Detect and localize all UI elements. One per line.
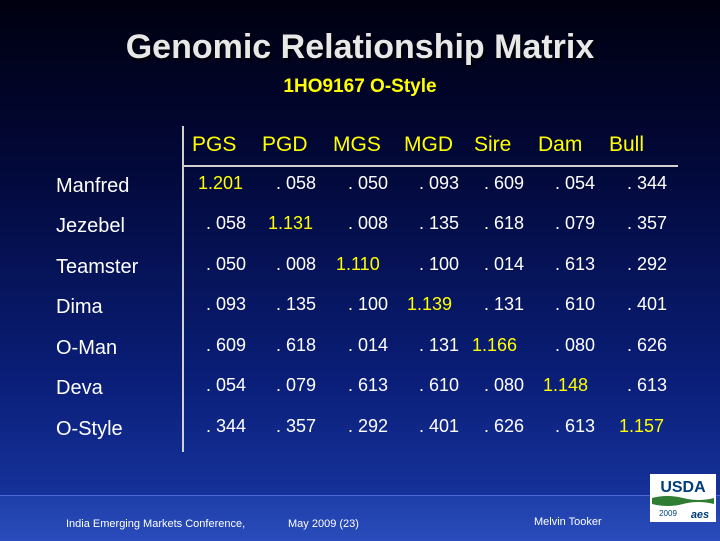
footer-author: Melvin Tooker — [534, 516, 602, 528]
matrix-cell-diagonal: 1.139 — [407, 294, 453, 314]
matrix-cell-diagonal: 1.166 — [472, 335, 518, 355]
matrix-cell: . 058 — [276, 173, 317, 193]
row-label: Manfred — [56, 175, 130, 197]
matrix-cell: . 014 — [348, 335, 389, 355]
logo-year: 2009 — [659, 509, 677, 518]
matrix-cell-diagonal: 1.110 — [336, 254, 380, 274]
matrix-cell: . 100 — [419, 254, 460, 274]
matrix-cell: . 610 — [419, 375, 460, 395]
matrix-cell: . 079 — [276, 375, 317, 395]
col-header-sire: Sire — [474, 133, 512, 156]
matrix-cell: . 618 — [484, 213, 525, 233]
label-divider — [182, 126, 184, 452]
matrix-cell: . 050 — [348, 173, 389, 193]
footer-bar — [0, 495, 720, 541]
matrix-cell: . 014 — [484, 254, 525, 274]
matrix-cell: . 401 — [419, 416, 460, 436]
matrix-cell: . 613 — [555, 254, 596, 274]
matrix-cell: . 131 — [419, 335, 460, 355]
matrix-cell: . 344 — [206, 416, 247, 436]
slide-subtitle: 1HO9167 O-Style — [283, 76, 437, 97]
matrix-cell: . 093 — [419, 173, 460, 193]
matrix-cell: . 357 — [276, 416, 317, 436]
matrix-cell: . 080 — [484, 375, 525, 395]
col-header-pgs: PGS — [192, 133, 237, 156]
matrix-cell: . 610 — [555, 294, 596, 314]
matrix-cell: . 618 — [276, 335, 317, 355]
matrix-cell: . 626 — [627, 335, 668, 355]
row-label: Jezebel — [56, 215, 125, 237]
matrix-cell: . 093 — [206, 294, 247, 314]
matrix-cell-diagonal: 1.201 — [198, 173, 244, 193]
col-header-dam: Dam — [538, 133, 583, 156]
matrix-cell: . 613 — [627, 375, 668, 395]
matrix-cell: . 292 — [348, 416, 389, 436]
row-label: Teamster — [56, 256, 139, 278]
matrix-cell: . 050 — [206, 254, 247, 274]
col-header-bull: Bull — [609, 133, 645, 156]
footer-date: May 2009 (23) — [288, 518, 359, 530]
header-divider — [182, 165, 678, 167]
matrix-cell: . 626 — [484, 416, 525, 436]
matrix-cell: . 135 — [276, 294, 317, 314]
matrix-cell-diagonal: 1.157 — [619, 416, 665, 436]
matrix-cell: . 058 — [206, 213, 247, 233]
matrix-cell: . 609 — [206, 335, 247, 355]
slide-title: Genomic Relationship Matrix — [125, 28, 595, 66]
col-header-pgd: PGD — [262, 133, 308, 156]
matrix-cell: . 008 — [348, 213, 389, 233]
matrix-cell: . 054 — [206, 375, 247, 395]
matrix-cell: . 008 — [276, 254, 317, 274]
matrix-cell: . 079 — [555, 213, 596, 233]
usda-logo: USDA 2009 aes — [650, 474, 716, 522]
matrix-cell: . 080 — [555, 335, 596, 355]
footer-conference: India Emerging Markets Conference, — [66, 518, 246, 530]
matrix-cell: . 401 — [627, 294, 668, 314]
matrix-cell: . 131 — [484, 294, 525, 314]
col-header-mgd: MGD — [404, 133, 453, 156]
row-label: Dima — [56, 296, 103, 318]
matrix-cell: . 292 — [627, 254, 668, 274]
matrix-cell: . 344 — [627, 173, 668, 193]
row-label: O-Man — [56, 337, 118, 359]
matrix-cell: . 357 — [627, 213, 668, 233]
matrix-cell: . 054 — [555, 173, 596, 193]
aes-mark: aes — [691, 509, 709, 521]
matrix-cell-diagonal: 1.131 — [268, 213, 314, 233]
matrix-cell: . 135 — [419, 213, 460, 233]
matrix-cell: . 100 — [348, 294, 389, 314]
matrix-cell: . 613 — [348, 375, 389, 395]
row-label: Deva — [56, 377, 103, 399]
matrix-cell: . 609 — [484, 173, 525, 193]
usda-logo-text: USDA — [660, 479, 706, 496]
row-label: O-Style — [56, 418, 123, 440]
matrix-cell-diagonal: 1.148 — [543, 375, 589, 395]
matrix-cell: . 613 — [555, 416, 596, 436]
col-header-mgs: MGS — [333, 133, 381, 156]
